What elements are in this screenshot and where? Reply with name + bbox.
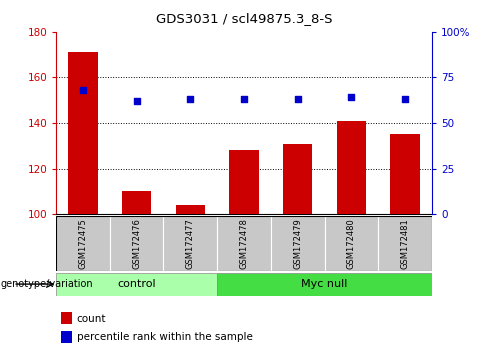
Point [240, 97, 248, 102]
Text: control: control [117, 279, 156, 289]
Point [186, 97, 194, 102]
Point [79, 87, 87, 93]
Bar [61, 312, 72, 324]
Bar [378, 216, 432, 271]
Bar [56, 216, 110, 271]
Point [401, 97, 409, 102]
Text: GSM172481: GSM172481 [401, 218, 409, 269]
Text: GSM172478: GSM172478 [240, 218, 248, 269]
Bar [325, 216, 378, 271]
Text: GSM172475: GSM172475 [79, 218, 87, 269]
Text: GSM172476: GSM172476 [132, 218, 141, 269]
Bar [110, 216, 163, 271]
Bar [337, 121, 366, 214]
Bar [390, 135, 420, 214]
Text: GDS3031 / scl49875.3_8-S: GDS3031 / scl49875.3_8-S [156, 12, 332, 25]
Text: GSM172479: GSM172479 [293, 218, 302, 269]
Bar [56, 273, 217, 296]
Bar [68, 52, 98, 214]
Bar [217, 273, 432, 296]
Text: percentile rank within the sample: percentile rank within the sample [77, 332, 253, 342]
Text: count: count [77, 314, 106, 324]
Point [294, 97, 302, 102]
Point [347, 95, 355, 100]
Bar [217, 216, 271, 271]
Bar [229, 150, 259, 214]
Text: GSM172480: GSM172480 [347, 218, 356, 269]
Bar [163, 216, 217, 271]
Bar [122, 192, 151, 214]
Bar [176, 205, 205, 214]
Text: GSM172477: GSM172477 [186, 218, 195, 269]
Text: genotype/variation: genotype/variation [1, 279, 94, 289]
Text: Myc null: Myc null [301, 279, 348, 289]
Bar [271, 216, 325, 271]
Bar [283, 143, 312, 214]
Bar [61, 331, 72, 343]
Point [133, 98, 141, 104]
